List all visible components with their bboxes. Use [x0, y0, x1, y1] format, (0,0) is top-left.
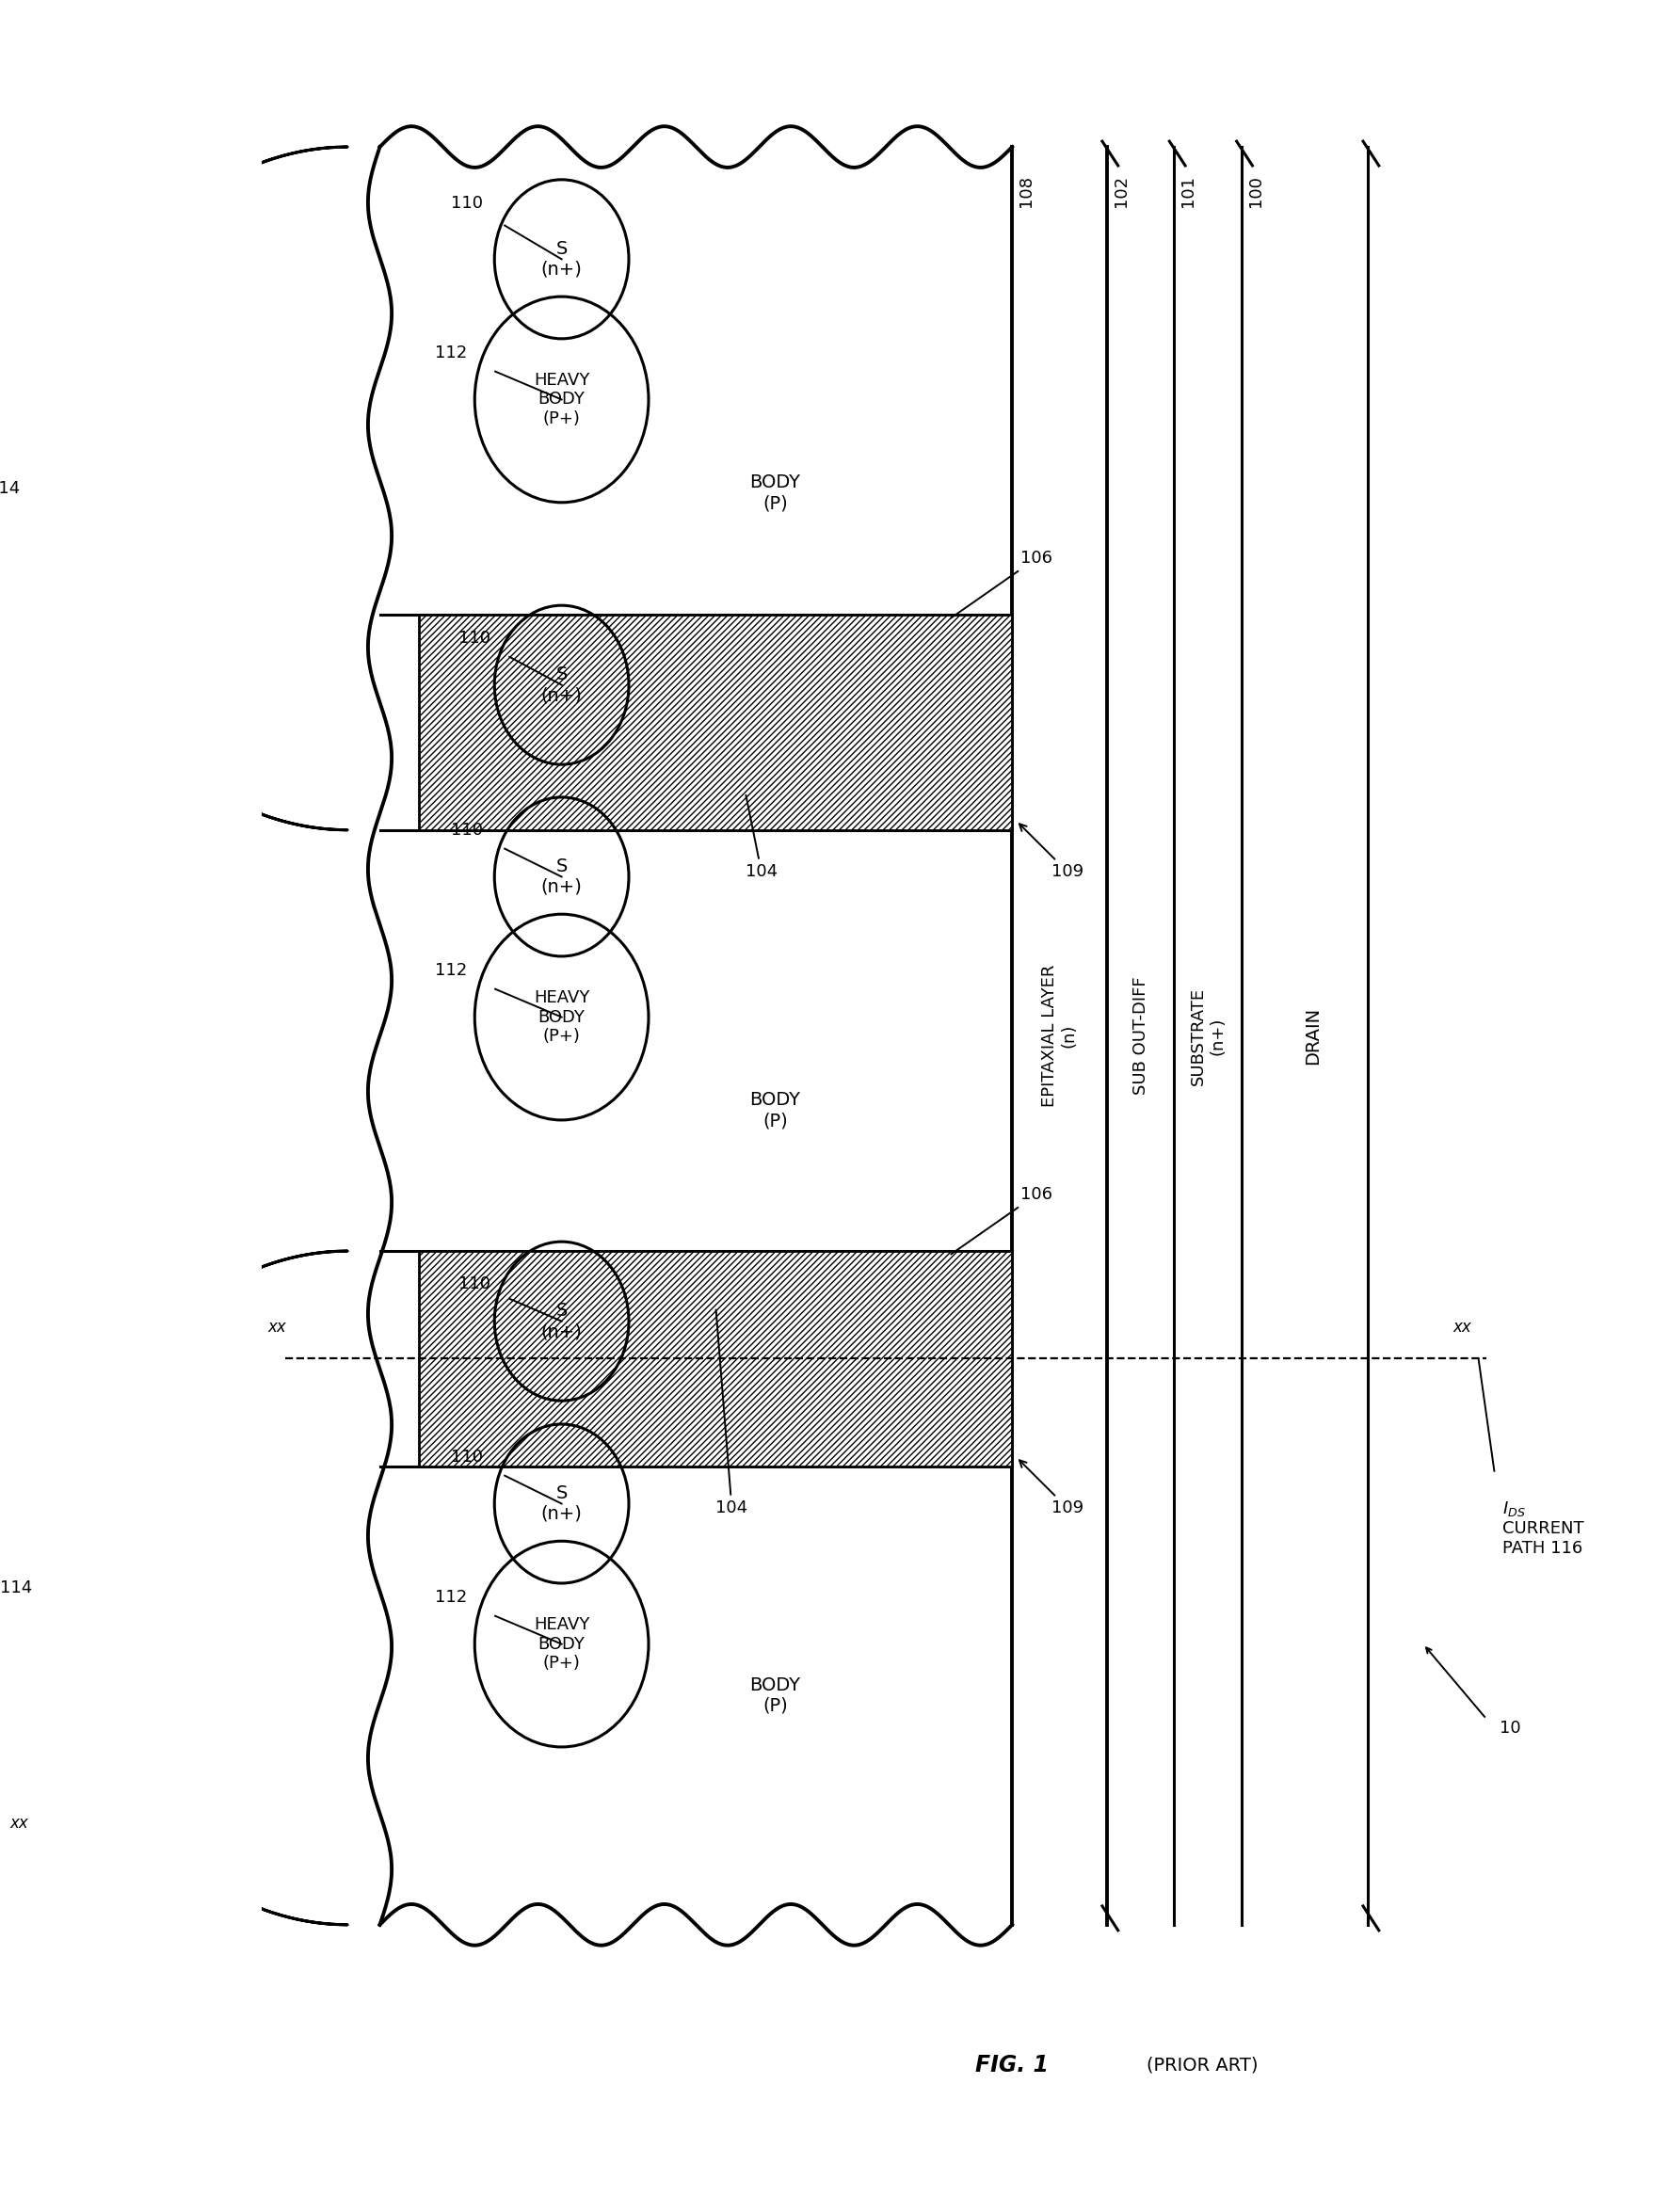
Bar — [419, 615, 1011, 830]
Text: HEAVY
BODY
(P+): HEAVY BODY (P+) — [534, 989, 589, 1044]
Text: 10: 10 — [1499, 1719, 1520, 1736]
Text: 114: 114 — [0, 480, 20, 498]
Text: HEAVY
BODY
(P+): HEAVY BODY (P+) — [534, 1617, 589, 1672]
Text: 108: 108 — [1016, 175, 1035, 208]
Text: 110: 110 — [451, 195, 482, 212]
Text: 110: 110 — [459, 630, 491, 646]
Text: 112: 112 — [434, 1588, 467, 1606]
Text: 110: 110 — [459, 1276, 491, 1292]
Text: S
(n+): S (n+) — [541, 666, 582, 703]
Text: EPITAXIAL LAYER
(n): EPITAXIAL LAYER (n) — [1041, 964, 1077, 1106]
Text: HEAVY
BODY
(P+): HEAVY BODY (P+) — [534, 372, 589, 427]
Bar — [419, 615, 1011, 830]
Text: $I_{DS}$
CURRENT
PATH 116: $I_{DS}$ CURRENT PATH 116 — [1502, 1500, 1582, 1557]
Text: 110: 110 — [451, 1449, 482, 1464]
Text: 106: 106 — [951, 551, 1051, 617]
Text: xx: xx — [267, 1318, 285, 1336]
Text: 101: 101 — [1178, 175, 1197, 208]
Text: SUB OUT-DIFF: SUB OUT-DIFF — [1132, 978, 1148, 1095]
Text: xx: xx — [1452, 1318, 1470, 1336]
Text: 104: 104 — [744, 794, 778, 880]
Text: BODY
(P): BODY (P) — [749, 473, 799, 513]
Text: S
(n+): S (n+) — [541, 239, 582, 279]
Text: FIG. 1: FIG. 1 — [975, 2053, 1048, 2077]
Text: xx: xx — [10, 1816, 28, 1832]
Text: DRAIN: DRAIN — [1303, 1006, 1320, 1064]
Text: 109: 109 — [1018, 823, 1083, 880]
Text: 109: 109 — [1018, 1460, 1083, 1517]
Text: 112: 112 — [434, 962, 467, 978]
Text: S
(n+): S (n+) — [541, 1303, 582, 1340]
Text: 102: 102 — [1112, 175, 1128, 208]
Bar — [419, 1252, 1011, 1467]
Text: (PRIOR ART): (PRIOR ART) — [1147, 2057, 1257, 2075]
Text: 110: 110 — [451, 821, 482, 838]
Text: 106: 106 — [951, 1186, 1051, 1254]
Text: S
(n+): S (n+) — [541, 858, 582, 896]
Text: 104: 104 — [716, 1310, 748, 1517]
Text: 112: 112 — [434, 345, 467, 361]
Text: S
(n+): S (n+) — [541, 1484, 582, 1524]
Bar — [419, 1252, 1011, 1467]
Text: BODY
(P): BODY (P) — [749, 1091, 799, 1130]
Text: 114: 114 — [0, 1579, 32, 1597]
Text: SUBSTRATE
(n+): SUBSTRATE (n+) — [1188, 987, 1225, 1084]
Text: BODY
(P): BODY (P) — [749, 1677, 799, 1714]
Text: 100: 100 — [1247, 175, 1263, 208]
